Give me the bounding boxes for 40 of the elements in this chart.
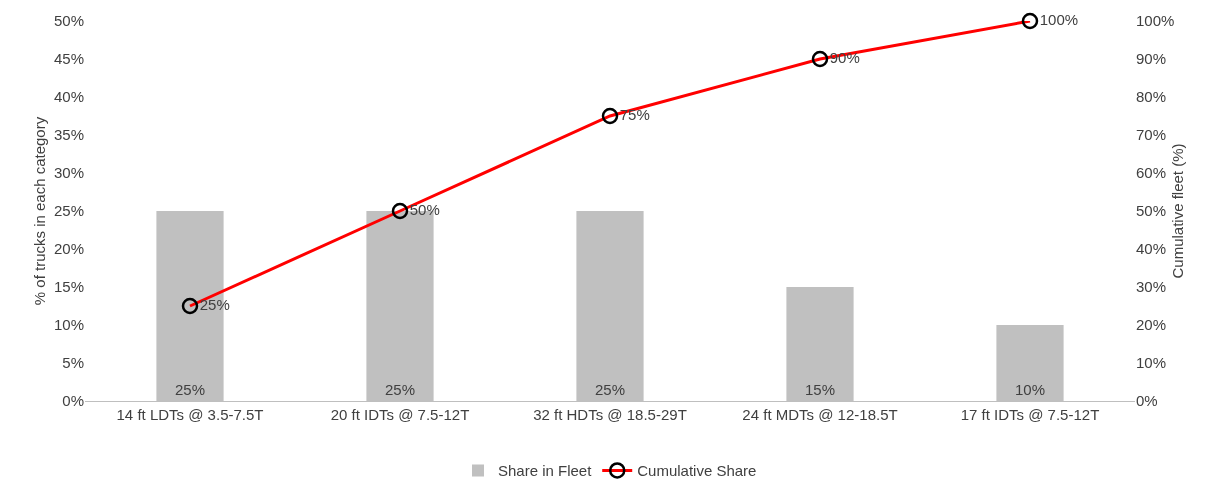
y-tick-label: 15% — [53, 278, 84, 296]
y-axis-title: % of trucks in each category — [31, 116, 48, 306]
x-tick-label: 24 ft MDTs @ 12-18.5T — [742, 406, 898, 423]
x-tick-label: 14 ft LDTs @ 3.5-7.5T — [116, 406, 264, 423]
y-tick-label: 30% — [53, 164, 84, 182]
data-label: 10% — [1014, 381, 1046, 398]
y2-tick-label: 80% — [1136, 88, 1167, 106]
data-label: 100% — [1039, 10, 1079, 28]
y-tick-label: 45% — [53, 50, 84, 68]
data-label: 25% — [594, 381, 626, 398]
data-label: 50% — [409, 200, 440, 218]
legend-label: Share in Fleet — [498, 462, 593, 480]
y-tick-label: 0% — [62, 392, 84, 410]
data-label: 25% — [174, 381, 206, 398]
y2-tick-label: 60% — [1136, 164, 1167, 182]
y2-tick-label: 20% — [1136, 316, 1167, 334]
data-label: 75% — [619, 105, 650, 123]
data-label: 25% — [384, 381, 416, 398]
y2-tick-label: 50% — [1136, 202, 1167, 220]
y-tick-label: 25% — [53, 202, 84, 220]
y2-tick-label: 70% — [1136, 126, 1167, 144]
y-tick-label: 5% — [62, 354, 84, 372]
y2-tick-label: 30% — [1136, 278, 1167, 296]
legend-label: Cumulative Share — [637, 462, 757, 480]
y-tick-label: 35% — [53, 126, 84, 144]
y2-tick-label: 90% — [1136, 50, 1167, 68]
x-tick-label: 20 ft IDTs @ 7.5-12T — [330, 406, 470, 423]
y2-axis-title: Cumulative fleet (%) — [1168, 143, 1186, 279]
y-tick-label: 50% — [53, 12, 84, 30]
y-tick-label: 40% — [53, 88, 84, 106]
x-tick-label: 32 ft HDTs @ 18.5-29T — [533, 406, 687, 423]
y2-tick-label: 10% — [1136, 354, 1167, 372]
y2-tick-label: 40% — [1136, 240, 1167, 258]
x-tick-label: 17 ft IDTs @ 7.5-12T — [960, 406, 1100, 423]
y2-tick-label: 100% — [1136, 12, 1175, 30]
data-label: 15% — [804, 381, 836, 398]
data-label: 25% — [199, 295, 230, 313]
y2-tick-label: 0% — [1136, 392, 1158, 410]
y-tick-label: 10% — [53, 316, 84, 334]
y-tick-label: 20% — [53, 240, 84, 258]
